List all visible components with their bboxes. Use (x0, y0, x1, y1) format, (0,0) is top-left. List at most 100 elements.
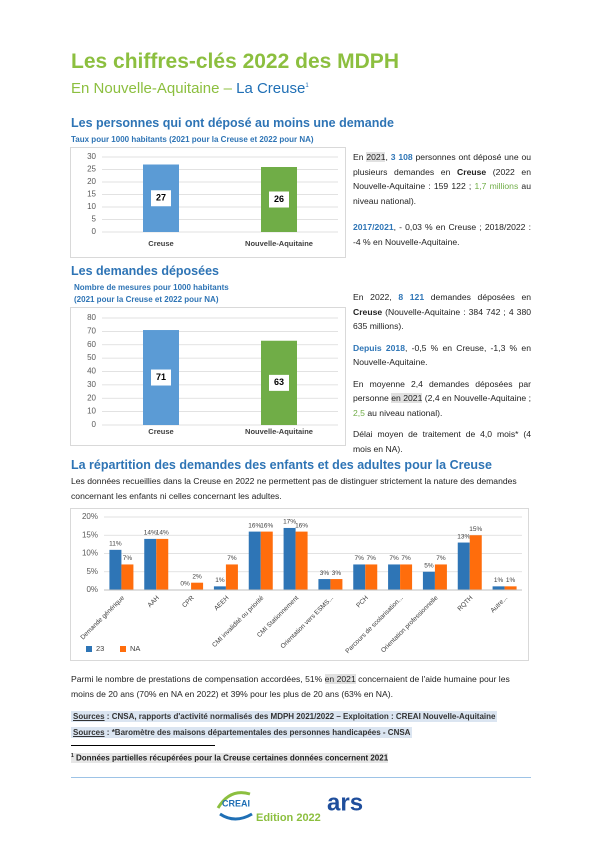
x-tick-label: AAH (146, 594, 161, 609)
value-label: 16% (295, 522, 308, 529)
bar (213, 586, 226, 590)
value-label: 16% (248, 522, 261, 529)
ars-logo: ars (327, 789, 363, 816)
legend-swatch (86, 646, 92, 652)
value-label: 11% (109, 541, 122, 548)
legend-swatch (120, 646, 126, 652)
paragraph: En moyenne 2,4 demandes déposées par per… (353, 377, 531, 421)
bar (144, 538, 157, 590)
bar (156, 538, 169, 590)
text: demandes déposées en (424, 292, 532, 302)
y-tick-label: 0 (92, 227, 97, 236)
source: Sources : CNSA, rapports d'activité norm… (71, 711, 498, 722)
text: 8 121 (398, 292, 425, 302)
bar (295, 531, 308, 590)
bar (283, 527, 296, 590)
bar (191, 582, 204, 590)
paragraph: Depuis 2018, -0,5 % en Creuse, -1,3 % en… (353, 341, 531, 370)
y-tick-label: 20 (87, 393, 96, 402)
value-label: 7% (389, 555, 399, 562)
chart-subtitle: (2021 pour la Creuse et 2022 pour NA) (74, 295, 219, 304)
bar (353, 564, 366, 590)
text: en 2021 (391, 393, 423, 403)
value-label: 7% (401, 555, 411, 562)
subtitle-place: La Creuse (236, 80, 306, 97)
text: 2017/2021 (353, 222, 394, 232)
text: Creuse (457, 166, 487, 177)
y-tick-label: 10 (87, 407, 96, 416)
edition: Edition 2022 (256, 812, 321, 824)
value-label-box (269, 374, 289, 391)
chart-title: Nombre de mesures pour 1000 habitants (20… (74, 282, 229, 306)
y-tick-label: 30 (87, 380, 96, 389)
subtitle: En Nouvelle-Aquitaine – La Creuse1 (71, 80, 309, 97)
y-tick-label: 60 (87, 340, 96, 349)
y-tick-label: 20% (82, 512, 98, 521)
value-label: 14% (144, 530, 157, 537)
text: personnes ont déposé une ou plusieurs de… (353, 152, 532, 177)
value-label: 1% (506, 577, 516, 584)
bar (469, 535, 482, 590)
value-label: 71 (156, 372, 166, 382)
value-label-box (151, 190, 171, 207)
chart-title: Taux pour 1000 habitants (2021 pour la C… (71, 135, 314, 144)
x-tick-label: CPR (181, 594, 196, 609)
text: (2022 en Nouvelle-Aquitaine : 159 122 ; (353, 166, 531, 192)
text: (2,4 en Nouvelle-Aquitaine ; (422, 393, 531, 403)
text: , (385, 152, 391, 162)
bar (109, 549, 122, 590)
bar (330, 579, 343, 590)
paragraph: Parmi le nombre de prestations de compen… (71, 672, 531, 701)
subtitle-text: En Nouvelle-Aquitaine – (71, 80, 237, 97)
value-label: 63 (274, 377, 284, 387)
text: , - 0,03 % en Creuse ; 2018/2022 : -4 % … (353, 222, 531, 247)
legend-label: NA (130, 644, 140, 653)
text-column: En 2021, 3 108 personnes ont déposé une … (353, 150, 531, 256)
bar (492, 586, 505, 590)
footnote-mark: 1 (305, 83, 309, 89)
value-label-box (151, 369, 171, 386)
chart-frame (70, 307, 346, 446)
bar (318, 579, 331, 590)
y-tick-label: 15 (87, 190, 96, 199)
separator (71, 745, 215, 746)
text: 1 (71, 753, 74, 759)
y-tick-label: 40 (87, 367, 96, 376)
bar (422, 571, 435, 590)
chart-frame (70, 508, 529, 661)
legend-label: 23 (96, 644, 104, 653)
chart: 0 10 20 30 40 50 60 70 80 71 Creuse 63 Nouvelle-Aqui… (70, 307, 346, 446)
text: (Nouvelle-Aquitaine : 384 742 ; 4 380 63… (353, 306, 531, 332)
value-label: 7% (227, 555, 237, 562)
y-tick-label: 10% (82, 549, 98, 558)
value-label: 1% (215, 577, 225, 584)
chart: 0%5%10%15%20%11%7%Demande générique14%14… (70, 508, 529, 661)
text: concernaient de l'aide humaine pour les … (71, 674, 510, 699)
value-label: 7% (436, 555, 446, 562)
text: 3 108 (390, 152, 413, 162)
bar (121, 564, 134, 590)
value-label: 13% (457, 533, 470, 540)
logo-text: ars (327, 789, 363, 816)
y-tick-label: 20 (87, 177, 96, 186)
chart-frame (70, 147, 346, 258)
text: : *Baromètre des maisons départementales… (104, 728, 411, 737)
y-tick-label: 0 (92, 420, 97, 429)
y-tick-label: 25 (87, 165, 96, 174)
text-column: En 2022, 8 121 demandes déposées en Creu… (353, 290, 531, 463)
bar (365, 564, 378, 590)
y-tick-label: 5% (86, 567, 98, 576)
value-label: 3% (320, 570, 330, 577)
footnote: 1 Données partielles récupérées pour la … (71, 753, 389, 763)
value-label: 1% (494, 577, 504, 584)
text: au niveau national). (353, 181, 531, 206)
x-tick-label: Creuse (148, 427, 173, 436)
y-tick-label: 0% (86, 585, 98, 594)
section-heading: Les demandes déposées (71, 264, 219, 278)
value-label: 7% (123, 555, 133, 562)
x-tick-label: Parcours de scolarisation... (344, 595, 405, 656)
y-tick-label: 5 (92, 215, 97, 224)
x-tick-label: Creuse (148, 239, 173, 248)
chart-title: Nombre de mesures pour 1000 habitants (74, 283, 229, 292)
